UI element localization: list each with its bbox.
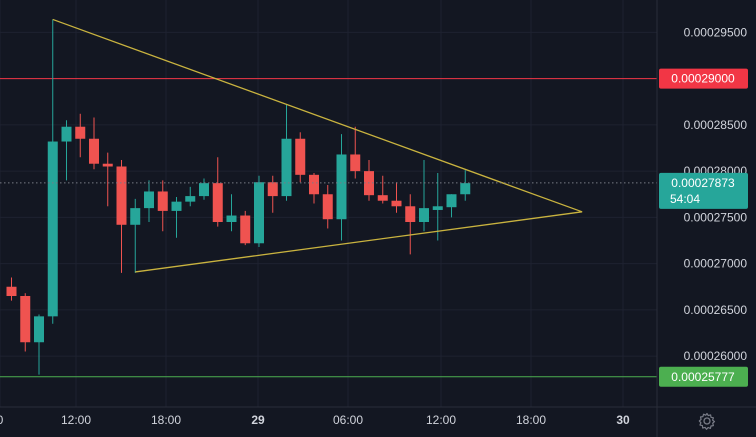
price-tick-label: 0.00027500 bbox=[684, 210, 748, 224]
candle-up bbox=[336, 154, 347, 220]
current-price-label-background bbox=[659, 172, 748, 209]
time-tick-label: 06:00 bbox=[333, 413, 363, 427]
price-label: 0.00025777 bbox=[659, 366, 748, 387]
settings-gear-icon[interactable] bbox=[697, 411, 717, 431]
price-tick-label: 0.00029500 bbox=[684, 25, 748, 39]
price-label-background bbox=[659, 68, 748, 89]
time-tick-label: 12:00 bbox=[61, 413, 91, 427]
price-label: 0.00029000 bbox=[659, 68, 748, 89]
candle-up bbox=[281, 138, 292, 197]
candle-up bbox=[130, 208, 141, 225]
candle-countdown: 54:04 bbox=[670, 192, 700, 206]
current-price-label: 0.00027873 54:04 bbox=[659, 172, 748, 209]
trendline[interactable] bbox=[52, 18, 583, 213]
time-tick-label: 18:00 bbox=[516, 413, 546, 427]
candle-down bbox=[405, 206, 416, 222]
candle-up bbox=[199, 183, 209, 197]
candle-down bbox=[295, 138, 306, 175]
price-label-text: 0.00029000 bbox=[671, 72, 735, 86]
candle-down bbox=[309, 174, 319, 195]
price-tick-label: 0.00026000 bbox=[684, 349, 748, 363]
trendline[interactable] bbox=[135, 211, 583, 273]
candle-down bbox=[20, 296, 31, 343]
candle-down bbox=[212, 183, 223, 222]
candle-up bbox=[254, 182, 264, 244]
candle-up bbox=[185, 196, 196, 202]
time-tick-label: 0 bbox=[0, 413, 4, 427]
candle-up bbox=[34, 316, 44, 343]
candle-down bbox=[89, 138, 99, 164]
price-tick-label: 0.00027000 bbox=[684, 257, 748, 271]
candle-up bbox=[446, 194, 457, 208]
candle-down bbox=[377, 195, 388, 201]
candle-up bbox=[61, 126, 72, 142]
horizontal-price-lines[interactable] bbox=[0, 78, 657, 378]
candle-down bbox=[391, 200, 402, 207]
candle-up bbox=[432, 206, 443, 210]
current-price-value: 0.00027873 bbox=[671, 176, 735, 190]
candle-up bbox=[419, 208, 429, 222]
candle-down bbox=[116, 166, 127, 225]
price-tick-label: 0.00026500 bbox=[684, 303, 748, 317]
triangle-trendlines[interactable] bbox=[52, 18, 583, 273]
candle-up bbox=[47, 141, 58, 317]
candle-down bbox=[6, 286, 17, 296]
candle-down bbox=[102, 163, 113, 167]
candle-down bbox=[322, 194, 333, 220]
price-tick-label: 0.00028500 bbox=[684, 118, 748, 132]
time-tick-label: 29 bbox=[251, 413, 265, 427]
candle-up bbox=[226, 215, 237, 222]
price-label-background bbox=[659, 366, 748, 387]
candle-down bbox=[157, 191, 168, 211]
candle-down bbox=[240, 215, 251, 244]
time-axis-ticks: 0 12:00 18:00 29 06:00 12:00 18:00 30 bbox=[0, 413, 630, 427]
candle-up bbox=[144, 191, 154, 209]
time-tick-label: 30 bbox=[616, 413, 630, 427]
time-tick-label: 12:00 bbox=[426, 413, 456, 427]
candle-up bbox=[171, 201, 182, 211]
price-labels: 0.00029000 0.00025777 0.00027873 54:04 bbox=[659, 68, 748, 387]
candles bbox=[6, 19, 471, 375]
candle-down bbox=[350, 154, 361, 172]
candle-down bbox=[267, 182, 278, 197]
time-tick-label: 18:00 bbox=[151, 413, 181, 427]
candle-up bbox=[460, 183, 471, 195]
price-label-text: 0.00025777 bbox=[671, 370, 735, 384]
candle-down bbox=[75, 126, 86, 139]
